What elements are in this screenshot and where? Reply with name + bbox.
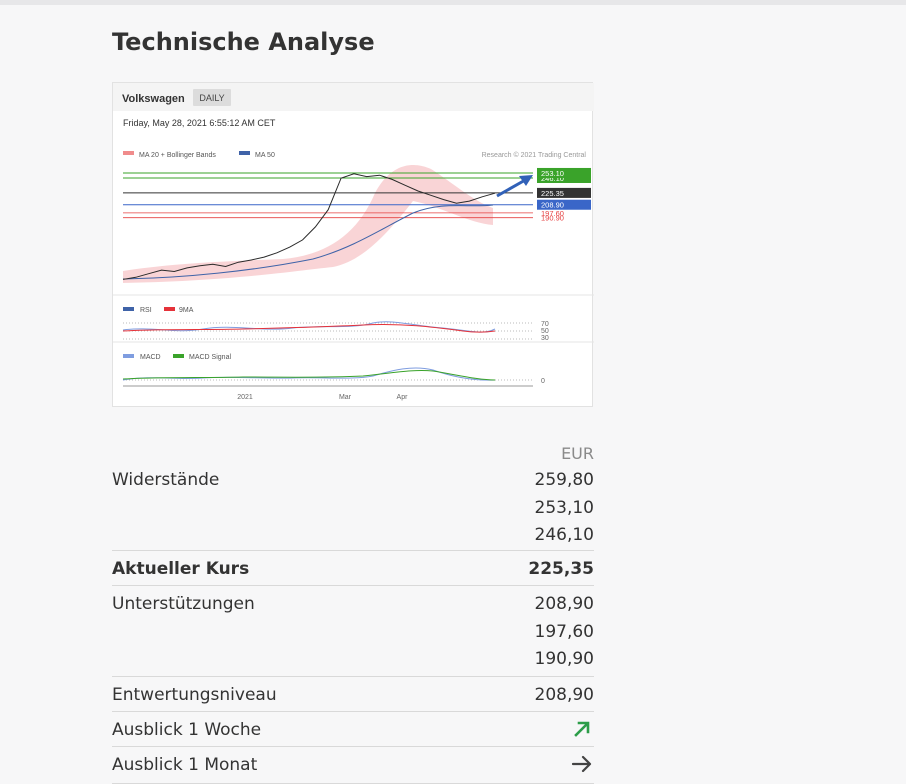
resistance-row: Widerstände 259,80 253,10 246,10 <box>112 467 594 550</box>
rsi-label-50: 50 <box>541 328 549 335</box>
macd-label-zero: 0 <box>541 378 545 385</box>
resistance-value-1: 259,80 <box>534 470 594 490</box>
arrow-right-icon <box>571 755 592 773</box>
legend-rsi: RSI <box>140 307 152 314</box>
legend-macd-swatch <box>123 354 134 358</box>
level-label-box-2 <box>537 187 591 198</box>
legend-9ma: 9MA <box>179 307 194 314</box>
level-label-box-3 <box>537 199 591 210</box>
interval-badge <box>193 89 231 106</box>
legend-rsi-swatch <box>123 307 134 311</box>
support-values: 208,90 197,60 190,90 <box>535 591 594 674</box>
legend-macd-signal: MACD Signal <box>189 354 231 361</box>
invalidation-row: Entwertungsniveau 208,90 <box>112 675 594 712</box>
current-price-label: Aktueller Kurs <box>112 558 250 579</box>
resistance-value-2: 253,10 <box>534 497 594 518</box>
support-label: Unterstützungen <box>112 594 255 614</box>
legend-ma50: MA 50 <box>255 152 275 159</box>
levels-table: EUR Widerstände 259,80 253,10 246,10 Akt… <box>112 440 594 784</box>
ma50-line <box>122 204 494 280</box>
macd-line <box>122 367 496 381</box>
price-line <box>122 173 496 280</box>
level-label-5: 190.90 <box>541 214 564 223</box>
chart-header-bg <box>113 83 594 111</box>
x-tick-apr: Apr <box>397 394 409 401</box>
support-row: Unterstützungen 208,90 197,60 190,90 <box>112 585 594 676</box>
top-bar <box>0 0 906 5</box>
level-label-2: 225.35 <box>541 189 564 198</box>
legend-bollinger-swatch <box>123 151 134 155</box>
x-tick-2021: 2021 <box>237 394 253 401</box>
level-label-1: 253.10 <box>541 169 564 178</box>
support-value-3: 190,90 <box>534 649 594 669</box>
chart-interval: DAILY <box>199 93 224 103</box>
current-price-value: 225,35 <box>528 556 594 584</box>
rsi-9ma-line <box>122 323 496 333</box>
legend-macd: MACD <box>140 354 161 361</box>
page-title: Technische Analyse <box>112 28 375 56</box>
level-label-4: 197.60 <box>541 209 564 218</box>
arrow-up-right-icon <box>574 721 590 737</box>
current-price-number: 225,35 <box>528 558 594 579</box>
level-label-0: 246.10 <box>541 174 564 183</box>
outlook-month-label: Ausblick 1 Monat <box>112 755 258 775</box>
chart-credit: Research © 2021 Trading Central <box>482 151 587 159</box>
resistance-values: 259,80 253,10 246,10 <box>535 467 594 550</box>
level-label-3: 208.90 <box>541 201 564 210</box>
legend-9ma-swatch <box>164 307 175 311</box>
current-price-row: Aktueller Kurs 225,35 <box>112 549 594 586</box>
technical-chart: Volkswagen DAILY Friday, May 28, 2021 6:… <box>112 82 594 407</box>
invalidation-label: Entwertungsniveau <box>112 684 277 705</box>
level-label-box-1 <box>537 167 591 178</box>
chart-svg: Volkswagen DAILY Friday, May 28, 2021 6:… <box>113 83 594 401</box>
bollinger-area <box>123 164 493 283</box>
chart-timestamp: Friday, May 28, 2021 6:55:12 AM CET <box>123 118 276 128</box>
legend-bollinger: MA 20 + Bollinger Bands <box>139 152 216 159</box>
levels-lines <box>123 172 533 219</box>
currency-label: EUR <box>561 444 594 463</box>
macd-signal-line <box>122 369 496 381</box>
forecast-arrow-shaft <box>496 177 528 198</box>
rsi-label-30: 30 <box>541 335 549 342</box>
invalidation-value-wrap: 208,90 <box>535 682 594 710</box>
support-value-1: 208,90 <box>534 594 594 614</box>
outlook-week-row: Ausblick 1 Woche <box>112 711 594 746</box>
forecast-arrow-head <box>519 175 533 186</box>
support-value-2: 197,60 <box>534 621 594 642</box>
invalidation-value: 208,90 <box>534 684 594 705</box>
x-tick-mar: Mar <box>339 394 352 401</box>
level-label-box-0 <box>537 172 591 183</box>
rsi-label-70: 70 <box>541 321 549 328</box>
resistance-label: Widerstände <box>112 470 220 490</box>
legend-macd-signal-swatch <box>173 354 184 358</box>
outlook-month-row: Ausblick 1 Monat <box>112 746 594 784</box>
chart-stock-name: Volkswagen <box>122 93 185 105</box>
outlook-week-label: Ausblick 1 Woche <box>112 720 262 740</box>
resistance-value-3: 246,10 <box>534 525 594 545</box>
legend-ma50-swatch <box>239 151 250 155</box>
